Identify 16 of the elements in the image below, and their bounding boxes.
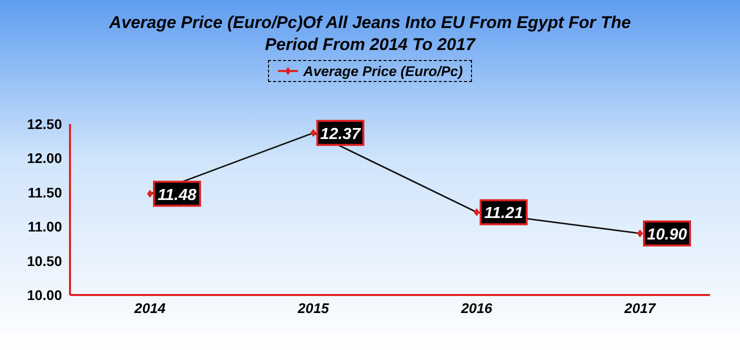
y-tick-label: 10.50	[26, 252, 62, 269]
data-label: 11.48	[158, 186, 197, 204]
y-tick-label: 11.50	[28, 184, 62, 200]
data-label: 12.37	[320, 126, 362, 143]
data-label: 11.21	[484, 205, 524, 222]
x-tick-label: 2016	[460, 300, 492, 316]
data-label: 10.90	[646, 226, 688, 244]
x-tick-label: 2014	[133, 300, 166, 316]
y-tick-label: 12.00	[26, 150, 62, 166]
legend-label: Average Price (Euro/Pc)	[303, 63, 463, 79]
chart-title: Average Price (Euro/Pc)Of All Jeans Into EU From Egypt For The Period From 2014 To 2017	[108, 12, 632, 56]
y-tick-label: 11.00	[28, 218, 62, 235]
x-tick-label: 2017	[623, 300, 657, 316]
x-tick-label: 2015	[296, 300, 330, 316]
y-tick-label: 12.50	[26, 116, 62, 132]
y-tick-label: 10.00	[26, 286, 62, 303]
